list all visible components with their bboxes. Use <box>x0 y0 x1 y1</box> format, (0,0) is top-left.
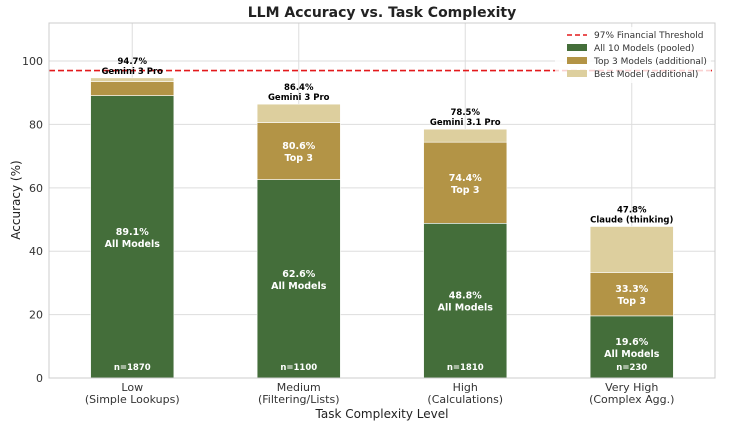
bar-top3-additional <box>256 122 341 180</box>
y-tick-label: 60 <box>29 182 43 195</box>
chart-title: LLM Accuracy vs. Task Complexity <box>248 5 517 21</box>
top3-value: 33.3% <box>615 284 648 295</box>
legend-threshold-label: 97% Financial Threshold <box>594 31 704 41</box>
x-tick-label: Very High <box>605 381 658 394</box>
all-models-label: All Models <box>271 281 327 292</box>
sample-size: n=1100 <box>280 363 317 373</box>
x-tick-sublabel: (Filtering/Lists) <box>258 393 340 406</box>
best-model-name: Gemini 3 Pro <box>268 93 330 103</box>
best-model-value: 86.4% <box>284 83 314 93</box>
all-models-value: 62.6% <box>282 269 315 280</box>
sample-size: n=1870 <box>114 363 151 373</box>
x-tick-sublabel: (Complex Agg.) <box>589 393 674 406</box>
x-tick-sublabel: (Calculations) <box>427 393 503 406</box>
all-models-value: 48.8% <box>449 291 482 302</box>
legend-label: All 10 Models (pooled) <box>594 44 694 54</box>
legend-swatch <box>567 57 587 64</box>
best-model-name: Gemini 3.1 Pro <box>430 118 501 128</box>
legend-swatch <box>567 70 587 77</box>
sample-size: n=230 <box>616 363 647 373</box>
x-tick-label: High <box>453 381 478 394</box>
legend: 97% Financial Threshold All 10 Models (po… <box>555 27 711 83</box>
x-axis-title: Task Complexity Level <box>315 407 449 421</box>
all-models-label: All Models <box>604 349 660 360</box>
bar-best-additional <box>423 128 508 143</box>
all-models-label: All Models <box>105 239 161 250</box>
all-models-label: All Models <box>438 303 494 314</box>
best-model-value: 94.7% <box>118 57 148 67</box>
top3-value: 74.4% <box>449 173 482 184</box>
top3-value: 80.6% <box>282 141 315 152</box>
top3-label: Top 3 <box>451 185 479 196</box>
sample-size: n=1810 <box>447 363 484 373</box>
y-tick-label: 100 <box>22 55 43 68</box>
top3-label: Top 3 <box>618 296 646 307</box>
bar-top3-additional <box>589 272 674 317</box>
top3-label: Top 3 <box>285 153 313 164</box>
y-tick-label: 80 <box>29 118 43 131</box>
x-tick-label: Medium <box>277 381 321 394</box>
bar-all-models <box>256 179 341 379</box>
legend-label: Top 3 Models (additional) <box>593 57 707 67</box>
all-models-value: 89.1% <box>116 227 149 238</box>
bar-best-additional <box>256 103 341 123</box>
x-tick-label: Low <box>121 381 143 394</box>
y-tick-label: 20 <box>29 309 43 322</box>
legend-label: Best Model (additional) <box>594 70 698 80</box>
bar-top3-additional <box>90 81 175 96</box>
best-model-name: Claude (thinking) <box>590 215 673 225</box>
best-model-value: 47.8% <box>617 205 647 215</box>
legend-swatch <box>567 44 587 51</box>
best-model-value: 78.5% <box>451 108 481 118</box>
bars <box>90 77 674 379</box>
bar-best-additional <box>90 77 175 82</box>
best-model-name: Gemini 3 Pro <box>101 67 163 77</box>
axes: 0 20 40 60 80 100 Low(Simple Lookups) Medium(Fi… <box>22 55 674 406</box>
y-axis-title: Accuracy (%) <box>9 160 23 239</box>
bar-all-models <box>423 223 508 379</box>
x-tick-sublabel: (Simple Lookups) <box>85 393 180 406</box>
bar-all-models <box>589 315 674 379</box>
y-tick-label: 0 <box>36 372 43 385</box>
bar-top3-additional <box>423 141 508 224</box>
bar-best-additional <box>589 226 674 273</box>
all-models-value: 19.6% <box>615 337 648 348</box>
y-tick-label: 40 <box>29 245 43 258</box>
plot-frame <box>48 22 716 379</box>
